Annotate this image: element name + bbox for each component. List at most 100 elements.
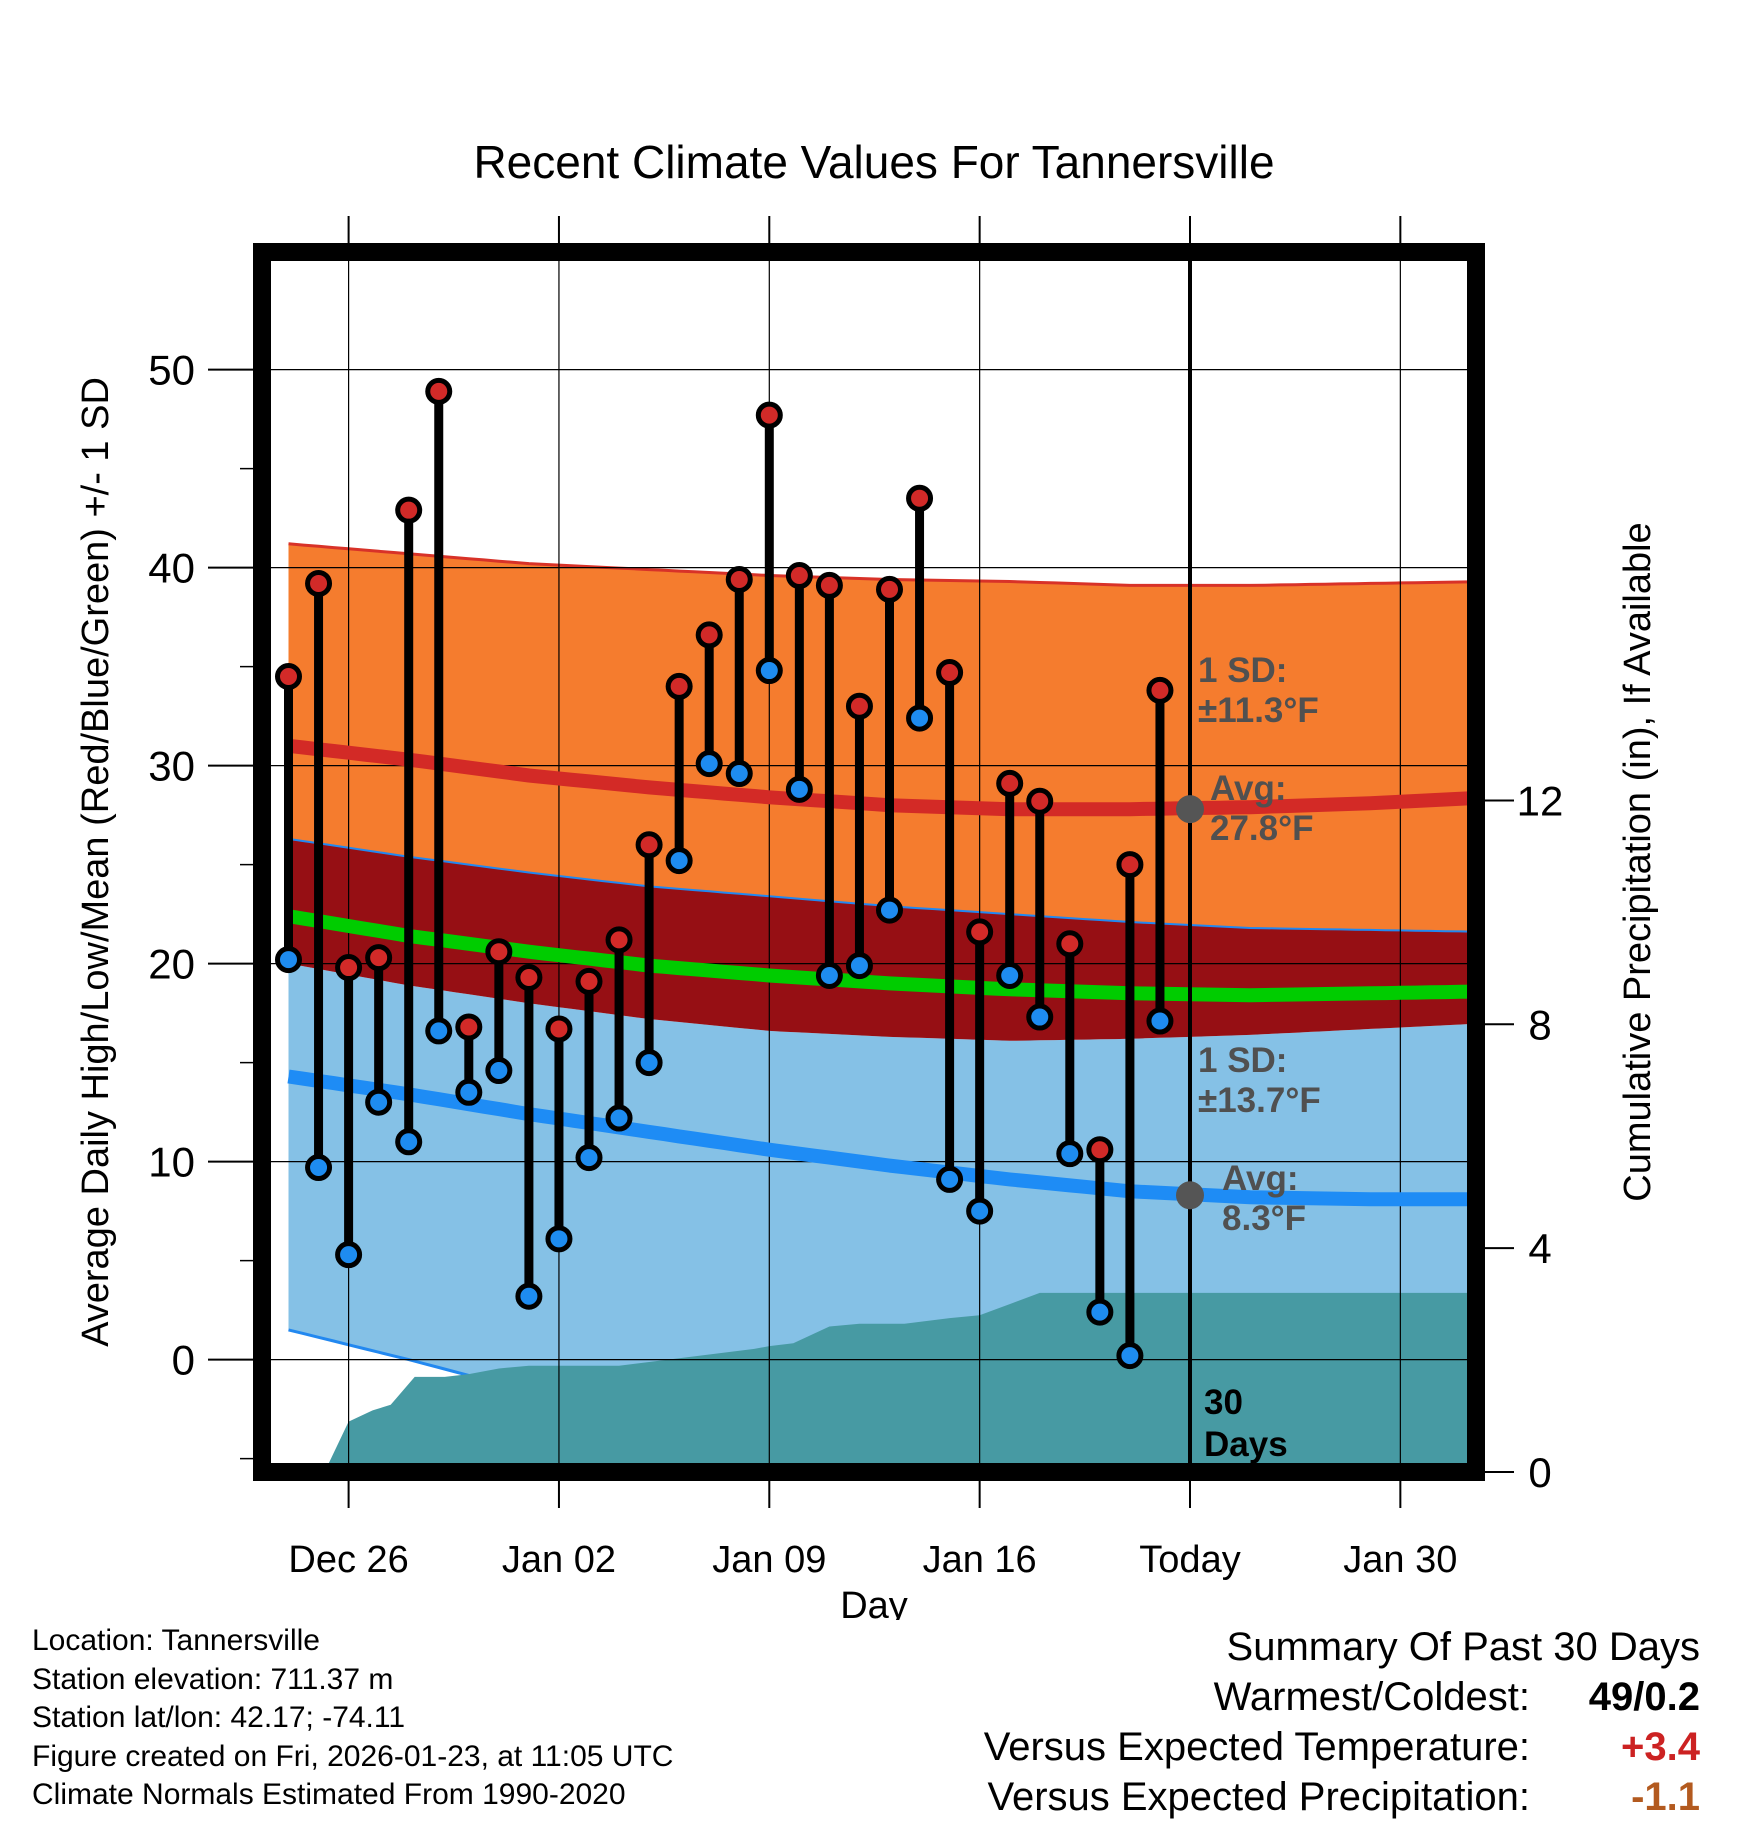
low-dot [335, 1241, 363, 1269]
low-avg-value: 8.3°F [1222, 1199, 1306, 1238]
low-dot [305, 1154, 333, 1182]
low-dot [365, 1088, 393, 1116]
high-dot [725, 565, 753, 593]
low-dot [605, 1104, 633, 1132]
precip-anomaly-label: Versus Expected Precipitation: [987, 1775, 1530, 1819]
low-dot [545, 1225, 573, 1253]
y2-axis-label: Cumulative Precipitation (in), If Availa… [1617, 522, 1659, 1201]
low-dot [906, 704, 934, 732]
today-high-avg-marker [1176, 795, 1204, 824]
created-text: Figure created on Fri, 2026-01-23, at 11… [32, 1739, 674, 1773]
x-tick-label: Jan 09 [712, 1539, 826, 1581]
high-dot [305, 569, 333, 597]
low-dot [725, 760, 753, 788]
climate-chart: Recent Climate Values For Tannersville 1… [75, 136, 1659, 1620]
high-dot [455, 1013, 483, 1041]
y-tick-label: 40 [148, 545, 195, 592]
low-dot [395, 1128, 423, 1156]
summary-panel: Summary Of Past 30 Days Warmest/Coldest:… [800, 1622, 1700, 1822]
high-dot [785, 562, 813, 590]
high-dot [395, 496, 423, 524]
high-dot [575, 967, 603, 995]
temp-anomaly-row: Versus Expected Temperature: +3.4 [800, 1722, 1700, 1772]
low-dot [695, 750, 723, 778]
summary-title: Summary Of Past 30 Days [1226, 1625, 1700, 1669]
y2-tick-label: 12 [1517, 777, 1564, 824]
warmest-coldest-label: Warmest/Coldest: [1213, 1675, 1530, 1719]
low-dot [275, 946, 302, 974]
high-dot [365, 944, 393, 972]
high-dot [845, 692, 873, 720]
high-dot [876, 575, 903, 603]
low-dot [635, 1049, 663, 1077]
elevation-text: Station elevation: 711.37 m [32, 1662, 394, 1696]
high-dot [485, 938, 513, 966]
low-dot [455, 1078, 483, 1106]
y-tick-label: 10 [148, 1139, 195, 1186]
location-text: Location: Tannersville [32, 1624, 320, 1657]
high-sd-label: 1 SD: [1198, 651, 1287, 690]
low-dot [515, 1282, 543, 1310]
high-avg-label: Avg: [1210, 769, 1286, 808]
low-dot [755, 657, 783, 685]
x-axis-label: Day [840, 1585, 908, 1620]
warmest-coldest-row: Warmest/Coldest: 49/0.2 [800, 1672, 1700, 1722]
y-tick-label: 20 [148, 941, 195, 988]
low-dot [876, 896, 903, 924]
precip-anomaly-row: Versus Expected Precipitation: -1.1 [800, 1772, 1700, 1822]
high-dot [1146, 676, 1174, 704]
high-sd-value: ±11.3°F [1198, 691, 1319, 730]
days-count-label: 30 [1204, 1383, 1243, 1422]
high-dot [815, 571, 843, 599]
high-dot [996, 769, 1024, 797]
low-dot [815, 961, 843, 989]
high-dot [1086, 1136, 1114, 1164]
normals-text: Climate Normals Estimated From 1990-2020 [32, 1778, 626, 1811]
low-dot [485, 1057, 513, 1085]
today-low-avg-marker [1176, 1181, 1204, 1210]
temp-anomaly-label: Versus Expected Temperature: [983, 1725, 1530, 1769]
high-dot [275, 663, 302, 690]
temp-anomaly-value: +3.4 [1621, 1725, 1700, 1769]
high-dot [515, 963, 543, 991]
low-dot [996, 961, 1024, 989]
x-tick-label: Jan 16 [923, 1539, 1037, 1581]
high-dot [665, 672, 693, 700]
latlon-text: Station lat/lon: 42.17; -74.11 [32, 1701, 406, 1734]
low-dot [1146, 1007, 1174, 1035]
days-unit-label: Days [1204, 1425, 1288, 1464]
y-tick-label: 0 [172, 1337, 195, 1384]
high-dot [1026, 787, 1054, 815]
low-dot [845, 952, 873, 980]
y2-tick-label: 0 [1528, 1449, 1551, 1496]
high-dot [906, 484, 934, 512]
warmest-coldest-value: 49/0.2 [1588, 1675, 1700, 1719]
normal-low-line [287, 1069, 1476, 1207]
y-axis-label: Average Daily High/Low/Mean (Red/Blue/Gr… [75, 377, 117, 1347]
low-avg-label: Avg: [1222, 1159, 1298, 1198]
y-tick-label: 50 [148, 347, 195, 394]
low-dot [1056, 1140, 1084, 1168]
high-dot [1116, 851, 1144, 879]
precip-anomaly-value: -1.1 [1631, 1775, 1700, 1819]
low-dot [575, 1144, 603, 1172]
low-sd-value: ±13.7°F [1198, 1081, 1321, 1120]
y-tick-label: 30 [148, 743, 195, 790]
high-lower-edge [288, 837, 1476, 933]
chart-title: Recent Climate Values For Tannersville [473, 136, 1274, 188]
x-tick-label: Jan 30 [1343, 1539, 1457, 1581]
low-dot [665, 847, 693, 875]
low-dot [425, 1017, 453, 1045]
low-dot [785, 775, 813, 803]
high-avg-value: 27.8°F [1210, 809, 1314, 848]
high-sd-band [288, 543, 1476, 932]
high-dot [755, 401, 783, 429]
high-dot [695, 621, 723, 649]
low-dot [966, 1197, 994, 1225]
high-dot [966, 918, 994, 946]
plot-frame [253, 243, 1485, 1481]
low-dot [1086, 1298, 1114, 1326]
low-sd-label: 1 SD: [1198, 1041, 1287, 1080]
high-dot [1056, 930, 1084, 958]
high-dot [425, 377, 453, 405]
